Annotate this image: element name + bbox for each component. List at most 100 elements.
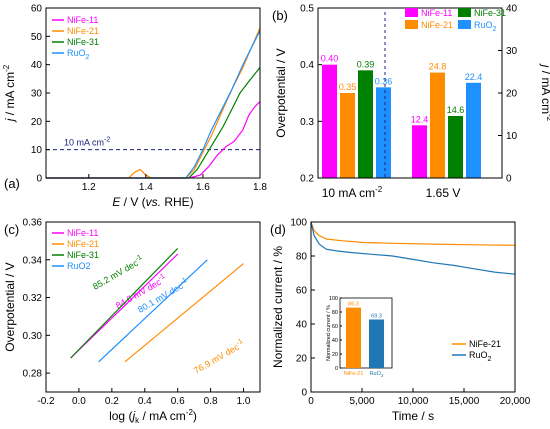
panel-b-legend-label: RuO2 — [474, 20, 497, 33]
panel-c-x-tick-label: 0.6 — [171, 396, 185, 407]
panel-c-series-line-3 — [70, 248, 179, 359]
panel-c-y-tick-label: 0.30 — [23, 331, 43, 342]
panel-b-y-left-tick-label: 0.5 — [300, 4, 314, 15]
panel-a-x-tick-label: 1.6 — [196, 182, 210, 193]
panel-d-x-tick-label: 0 — [308, 396, 314, 407]
inset-y-tick-label: 80 — [332, 310, 338, 316]
panel-b-bar-overpotential — [322, 64, 337, 178]
inset-y-tick-label: 100 — [329, 296, 338, 302]
inset-bar-label: 69.3 — [371, 313, 382, 319]
inset-bar — [369, 319, 384, 368]
panel-c-x-tick-label: 0.8 — [204, 396, 218, 407]
panel-c-y-tick-label: 0.28 — [23, 369, 43, 380]
panel-b-bar-current-label: 24.8 — [429, 62, 447, 72]
panel-b-y-right-tick-label: 10 — [506, 131, 518, 142]
panel-d-series-line-1 — [310, 221, 516, 246]
panel-b-ticks: 0.2 0.3 0.4 0.5 0 10 20 30 40 — [300, 4, 517, 185]
panel-b-y-left-title: Overpotential / V — [274, 48, 288, 137]
panel-c-tafel-slope-label: 76.9 mV dec-1 — [192, 338, 247, 376]
panel-b-bar-overpotential-label: 0.40 — [321, 54, 339, 64]
panel-a-series-line-1 — [46, 101, 261, 179]
panel-b-bar-current-label: 22.4 — [465, 72, 483, 82]
panel-c-x-title-sub: k — [135, 416, 140, 425]
panel-c-x-tick-label: -0.2 — [37, 396, 55, 407]
panel-b-legend-swatch — [458, 20, 471, 29]
panel-c-legend-label: NiFe-21 — [67, 239, 99, 249]
panel-b-bar-current — [412, 125, 427, 178]
panel-c-series-line-1 — [70, 253, 179, 359]
panel-c-legend-label: RuO2 — [67, 261, 91, 271]
panel-b-y-right-tick-label: 0 — [506, 174, 512, 185]
panel-c-x-tick-label: 0.4 — [138, 396, 152, 407]
inset-category-label: RuO2 — [370, 371, 384, 378]
panel-a-x-title-vs: vs. — [146, 195, 161, 209]
panel-b-bar-current-label: 14.6 — [447, 105, 465, 115]
inset-category-label: NiFe-21 — [344, 371, 364, 377]
inset-bar — [346, 307, 361, 368]
panel-a-y-tick-label: 40 — [31, 60, 43, 71]
panel-d-y-axis-title: Normalized current / % — [271, 246, 285, 368]
panel-b-bar-overpotential-label: 0.36 — [375, 76, 393, 86]
panel-d-y-tick-label: 0 — [301, 388, 307, 399]
panel-b-bar-current — [430, 72, 445, 178]
panel-b-legend: NiFe-11 NiFe-21 NiFe-31 RuO2 — [405, 8, 506, 33]
panel-a-ticks: 1.2 1.4 1.6 1.8 0 10 20 30 40 50 60 — [31, 4, 268, 194]
panel-c: 84.6 mV dec-176.9 mV dec-185.2 mV dec-18… — [3, 218, 261, 425]
panel-d-ticks: 0 5,000 10,000 15,000 20,000 0 20 40 60 80 100 — [290, 218, 530, 408]
panel-b-bar-overpotential — [340, 93, 355, 178]
panel-a-series — [46, 27, 261, 179]
panel-a-y-title-rest: / mA cm — [3, 72, 17, 119]
panel-c-y-tick-label: 0.34 — [23, 255, 43, 266]
panel-b-bar-overpotential — [358, 70, 373, 178]
panel-d-series-line-2 — [310, 221, 516, 275]
panel-a-y-tick-label: 60 — [31, 4, 43, 15]
panel-a-y-tick-label: 0 — [36, 174, 42, 185]
panel-a-ref-line-label: 10 mA cm-2 — [64, 137, 110, 148]
inset-y-tick-label: 20 — [332, 352, 338, 358]
panel-a-y-tick-label: 30 — [31, 89, 43, 100]
inset-y-tick-label: 0 — [335, 366, 338, 372]
panel-c-ticks: -0.2 0.0 0.2 0.4 0.6 0.8 1.0 0.28 0.30 0.32 0.34 0.… — [23, 218, 251, 408]
panel-b-bar-current — [448, 115, 463, 178]
panel-a-y-tick-label: 50 — [31, 32, 43, 43]
panel-a-x-title-post: RHE) — [161, 195, 194, 209]
inset-y-tick-label: 60 — [332, 324, 338, 330]
panel-b-bars: 0.40 12.4 0.35 24.8 0.39 14.6 0.36 22.4 — [321, 54, 483, 178]
panel-d-x-tick-label: 10,000 — [398, 396, 429, 407]
panel-d-x-axis-title: Time / s — [392, 409, 434, 423]
panel-d-y-tick-label: 40 — [296, 320, 308, 331]
panel-a-x-tick-label: 1.4 — [139, 182, 153, 193]
panel-a-y-tick-label: 20 — [31, 117, 43, 128]
panel-d-label: (d) — [270, 222, 286, 237]
inset-y-tick-label: 40 — [332, 338, 338, 344]
panel-b-y-right-j: j — [539, 63, 550, 68]
inset-bar-label: 86.3 — [348, 302, 359, 308]
panel-c-frame — [45, 221, 261, 393]
panel-a-ref-line-group: 10 mA cm-2 — [46, 137, 260, 151]
panel-d-legend-label: RuO2 — [469, 350, 492, 363]
panel-a-y-title-sup: -2 — [2, 64, 11, 72]
panel-a-x-tick-label: 1.8 — [253, 182, 267, 193]
panel-b-bar-overpotential-label: 0.39 — [357, 59, 375, 69]
panel-a-legend-label: RuO2 — [67, 48, 90, 61]
panel-b-y-right-rest: / mA cm — [539, 67, 550, 114]
panel-c-x-tick-label: 1.0 — [237, 396, 251, 407]
panel-c-x-title-sup: -2 — [186, 408, 194, 417]
panel-a-x-axis-title: E / V (vs. RHE) — [112, 195, 193, 209]
panel-d: 0 5,000 10,000 15,000 20,000 0 20 40 60 80 100 (d)… — [270, 218, 531, 424]
panel-b-label: (b) — [272, 8, 288, 23]
panel-c-x-title-close: ) — [193, 409, 197, 423]
panel-b-legend-label: NiFe-21 — [421, 20, 453, 30]
panel-c-x-tick-label: 0.2 — [105, 396, 119, 407]
panel-c-y-tick-label: 0.36 — [23, 218, 43, 229]
panel-a-x-tick-label: 1.2 — [82, 182, 96, 193]
panel-a-y-title-j: j — [3, 118, 17, 123]
panel-d-y-tick-label: 60 — [296, 286, 308, 297]
panel-b-category-1: 10 mA cm-2 — [322, 185, 383, 200]
panel-b-category-1-sup: -2 — [375, 185, 383, 194]
panel-d-y-tick-label: 100 — [290, 218, 307, 229]
panel-d-series — [310, 221, 516, 275]
